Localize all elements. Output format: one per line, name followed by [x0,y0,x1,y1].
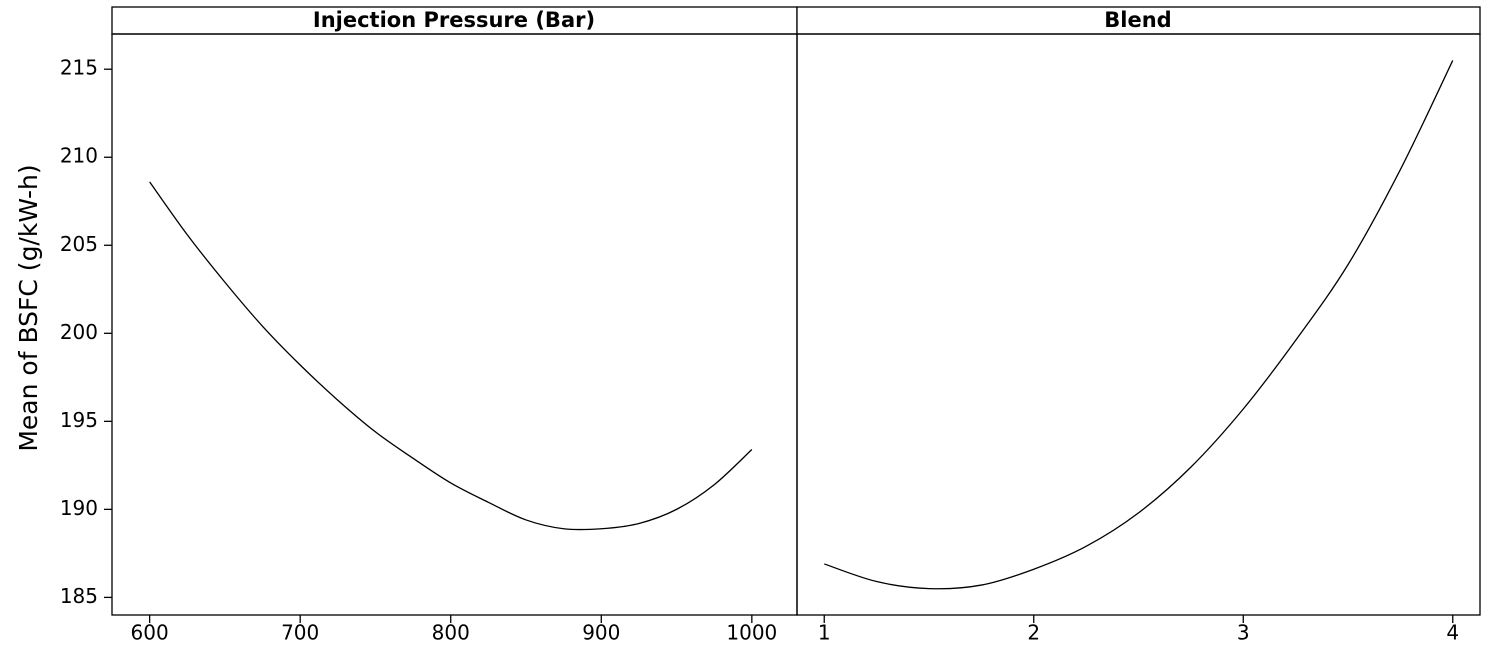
y-tick-label: 205 [60,232,98,256]
y-tick-label: 185 [60,584,98,608]
y-axis-ticks: 185 190 195 200 205 210 215 [60,56,112,608]
y-tick-label: 200 [60,320,98,344]
x-tick-label: 700 [281,621,319,645]
y-tick-label: 210 [60,144,98,168]
panel-blend-curve [824,60,1454,590]
x-tick-label: 800 [432,621,470,645]
x-tick-label: 1 [818,621,831,645]
panel-blend-x-ticks: 1 2 3 4 [818,615,1459,645]
panel-blend: Blend 1 2 3 4 [796,6,1481,645]
x-tick-label: 2 [1027,621,1040,645]
y-axis-title: Mean of BSFC (g/kW-h) [14,164,43,451]
panel-injection-pressure: Injection Pressure (Bar) 600 700 800 900 100… [111,6,798,645]
x-tick-label: 1000 [726,621,777,645]
panel-blend-title: Blend [1104,8,1171,32]
y-tick-label: 195 [60,408,98,432]
x-tick-label: 3 [1237,621,1250,645]
panel-injection-pressure-title: Injection Pressure (Bar) [313,8,595,32]
x-tick-label: 900 [582,621,620,645]
panel-blend-frame [796,33,1481,616]
panel-injection-pressure-curve [149,181,753,531]
y-tick-label: 215 [60,56,98,80]
series-line [149,181,753,531]
panel-injection-pressure-x-ticks: 600 700 800 900 1000 [131,615,777,645]
series-line [824,60,1454,590]
x-tick-label: 4 [1446,621,1459,645]
panel-injection-pressure-strip [111,6,798,35]
x-tick-label: 600 [131,621,169,645]
y-tick-label: 190 [60,496,98,520]
panel-injection-pressure-frame [111,33,798,616]
